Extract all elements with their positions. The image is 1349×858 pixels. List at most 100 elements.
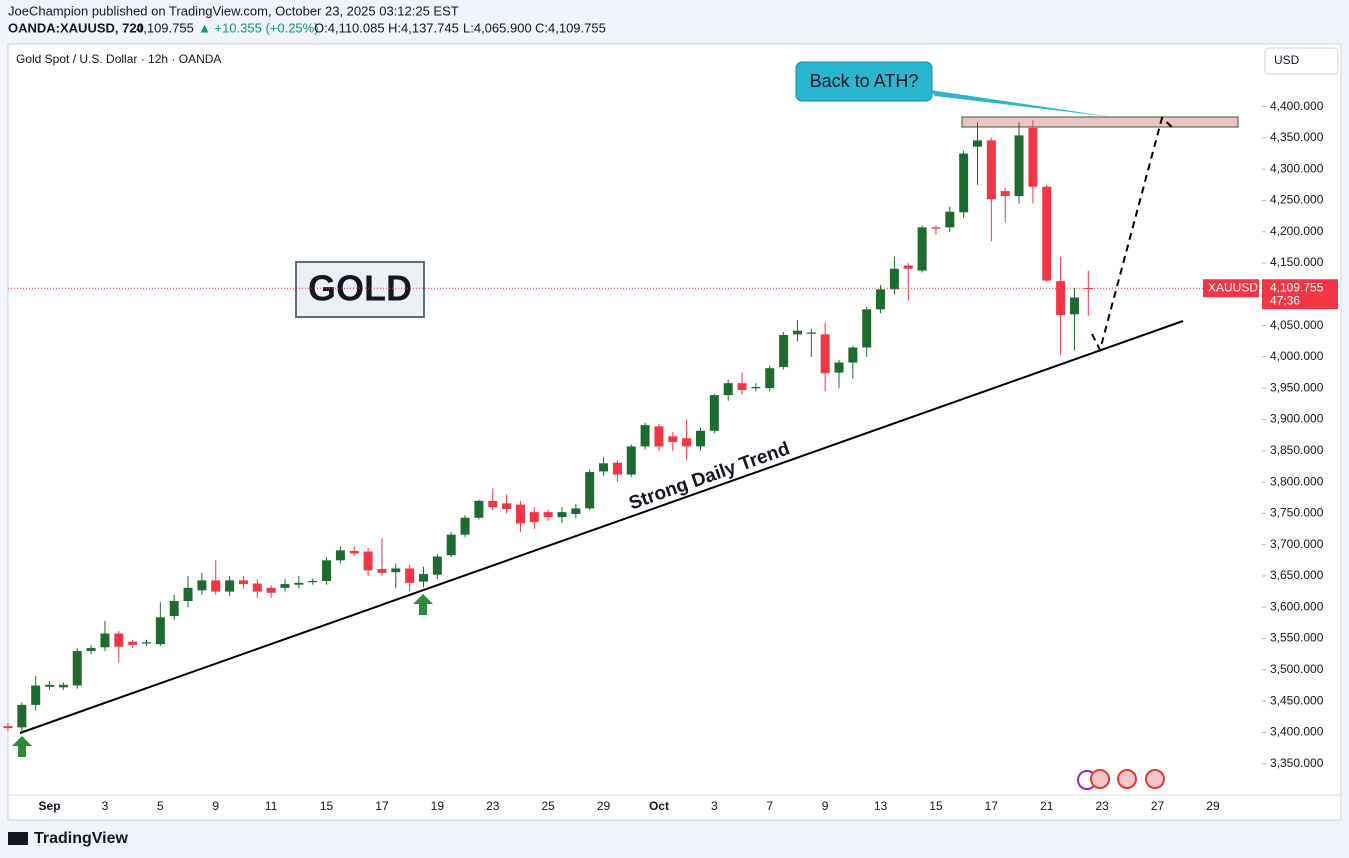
- x-tick-label: 17: [375, 799, 389, 813]
- candle-body: [128, 641, 138, 645]
- callout-box: [795, 61, 933, 102]
- candle-body: [72, 651, 82, 686]
- y-tick-label: 3,700.000: [1270, 537, 1324, 551]
- gold-box: [295, 261, 425, 318]
- ohlc-open: O:4,110.085: [314, 20, 385, 35]
- candle-body: [889, 268, 899, 290]
- y-tick-label: 3,850.000: [1270, 443, 1324, 457]
- candle-body: [806, 332, 816, 334]
- y-tick-label: 4,150.000: [1270, 255, 1324, 269]
- y-tick-label: 3,500.000: [1270, 662, 1324, 676]
- candle-body: [322, 560, 332, 581]
- candle-body: [751, 386, 761, 389]
- candle-body: [529, 512, 539, 523]
- x-tick-label: 23: [486, 799, 500, 813]
- candle-body: [308, 580, 318, 583]
- candle-body: [696, 430, 705, 447]
- candle-body: [848, 347, 858, 363]
- x-tick-label: Sep: [39, 799, 61, 813]
- candle-body: [668, 436, 678, 443]
- x-tick-label: 9: [212, 799, 219, 813]
- candle-body: [363, 551, 373, 571]
- candle-body: [446, 534, 456, 556]
- y-tick-label: 3,650.000: [1270, 568, 1324, 582]
- candle-body: [238, 580, 248, 585]
- ohlc-low: L:4,065.900: [463, 20, 532, 35]
- currency-button[interactable]: [1264, 47, 1339, 75]
- candle-body: [986, 140, 996, 200]
- y-tick-label: 4,050.000: [1270, 318, 1324, 332]
- candle-body: [1028, 127, 1038, 187]
- y-tick-label: 4,250.000: [1270, 193, 1324, 207]
- candle-body: [571, 508, 581, 515]
- candle-body: [280, 584, 290, 588]
- candle-body: [779, 335, 789, 367]
- candle-body: [640, 425, 650, 447]
- x-tick-label: 29: [1206, 799, 1220, 813]
- candle-body: [335, 550, 345, 561]
- brand-logo: [8, 832, 28, 845]
- candle-body: [114, 633, 124, 647]
- candle-body: [612, 462, 622, 475]
- candle-body: [155, 617, 165, 645]
- candle-body: [557, 512, 567, 518]
- candle-body: [86, 647, 96, 652]
- y-tick-label: 3,600.000: [1270, 599, 1324, 613]
- candle-body: [31, 685, 41, 705]
- last-price-label: 4,109.755: [1270, 280, 1324, 294]
- candle-body: [792, 330, 802, 335]
- y-tick-label: 3,900.000: [1270, 412, 1324, 426]
- x-tick-label: 25: [541, 799, 555, 813]
- candle-body: [709, 395, 719, 431]
- ohlc-close: C:4,109.755: [535, 20, 606, 35]
- x-tick-label: 11: [265, 799, 278, 813]
- y-tick-label: 4,000.000: [1270, 349, 1324, 363]
- candle-body: [585, 472, 595, 509]
- candle-body: [169, 600, 179, 617]
- candle-body: [45, 684, 55, 687]
- candle-body: [252, 583, 262, 592]
- candle-body: [266, 587, 276, 593]
- candle-body: [973, 140, 982, 147]
- x-tick-label: 27: [1151, 799, 1165, 813]
- y-tick-label: 4,200.000: [1270, 224, 1324, 238]
- candle-body: [765, 368, 775, 389]
- candle-body: [1014, 135, 1024, 197]
- last-price: 4,109.755: [136, 20, 194, 35]
- candle-body: [225, 580, 235, 592]
- x-tick-label: 15: [929, 799, 943, 813]
- change: ▲ +10.355 (+0.25%): [198, 20, 319, 35]
- event-icon[interactable]: [1117, 769, 1137, 789]
- y-tick-label: 3,750.000: [1270, 506, 1324, 520]
- event-icon[interactable]: [1090, 769, 1110, 789]
- symbol: OANDA:XAUUSD, 720: [8, 20, 144, 35]
- candle-body: [211, 580, 221, 592]
- ath-zone: [961, 116, 1239, 128]
- x-tick-label: Oct: [649, 799, 669, 813]
- up-arrow: [413, 594, 433, 615]
- chart-panel: [7, 43, 1342, 821]
- x-tick-label: 7: [766, 799, 773, 813]
- x-tick-label: 19: [431, 799, 445, 813]
- candle-body: [183, 587, 193, 601]
- y-tick-label: 3,950.000: [1270, 380, 1324, 394]
- candle-body: [862, 309, 872, 348]
- last-symbol-box: [1203, 279, 1259, 298]
- candle-body: [626, 446, 636, 475]
- x-tick-label: 5: [157, 799, 164, 813]
- candle-body: [1069, 297, 1079, 315]
- event-icon[interactable]: [1145, 769, 1165, 789]
- up-arrow: [12, 736, 32, 757]
- candle-body: [488, 500, 498, 508]
- x-tick-label: 3: [711, 799, 718, 813]
- candle-body: [391, 568, 401, 573]
- candle-body: [515, 504, 525, 524]
- trend-line: [19, 320, 1184, 734]
- candle-body: [142, 642, 151, 644]
- y-tick-label: 4,400.000: [1270, 99, 1324, 113]
- currency: USD: [1274, 53, 1300, 67]
- last-price-box: [1262, 279, 1338, 310]
- candle-body: [1056, 281, 1066, 315]
- published-line: JoeChampion published on TradingView.com…: [8, 3, 459, 18]
